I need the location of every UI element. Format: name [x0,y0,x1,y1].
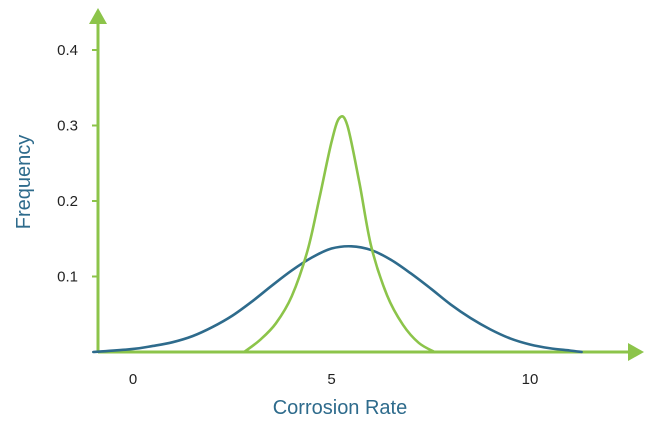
series-line-1 [92,244,583,354]
x-ticks: 0 5 10 [129,371,539,388]
axes [89,8,644,361]
x-tick-label: 0 [129,371,137,388]
x-tick-label: 10 [522,371,539,388]
series-line-2 [242,115,437,354]
series-layer [92,115,583,354]
y-tick-label: 0.3 [57,118,78,135]
y-tick-label: 0.1 [57,269,78,286]
x-tick-label: 5 [327,371,335,388]
y-tick-label: 0.4 [57,42,78,59]
y-axis-title: Frequency [13,135,35,230]
y-tick-label: 0.2 [57,193,78,210]
y-axis-arrowhead [89,8,107,24]
x-axis-title: Corrosion Rate [273,397,408,419]
x-axis-arrowhead [628,343,644,361]
y-ticks: 0.1 0.2 0.3 0.4 [57,42,98,286]
